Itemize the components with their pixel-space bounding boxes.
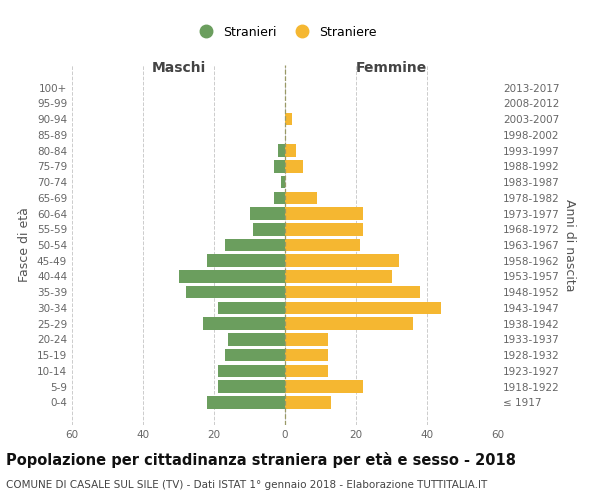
Bar [253,223,285,235]
Bar [285,364,328,377]
Bar [285,113,292,126]
Bar [285,192,317,204]
Bar [250,207,285,220]
Bar [203,318,285,330]
Bar [207,396,285,408]
Text: Femmine: Femmine [356,61,427,75]
Bar [224,349,285,362]
Bar [278,144,285,157]
Bar [218,302,285,314]
Bar [285,238,359,252]
Bar [274,160,285,172]
Bar [218,364,285,377]
Bar [285,380,363,393]
Bar [218,380,285,393]
Y-axis label: Fasce di età: Fasce di età [19,208,31,282]
Bar [281,176,285,188]
Bar [285,396,331,408]
Bar [285,207,363,220]
Legend: Stranieri, Straniere: Stranieri, Straniere [188,21,382,44]
Bar [285,160,303,172]
Bar [285,302,441,314]
Bar [285,286,420,298]
Text: COMUNE DI CASALE SUL SILE (TV) - Dati ISTAT 1° gennaio 2018 - Elaborazione TUTTI: COMUNE DI CASALE SUL SILE (TV) - Dati IS… [6,480,487,490]
Bar [179,270,285,283]
Bar [224,238,285,252]
Bar [285,144,296,157]
Y-axis label: Anni di nascita: Anni di nascita [563,198,576,291]
Bar [285,223,363,235]
Bar [285,270,392,283]
Text: Maschi: Maschi [151,61,206,75]
Bar [285,318,413,330]
Text: Popolazione per cittadinanza straniera per età e sesso - 2018: Popolazione per cittadinanza straniera p… [6,452,516,468]
Bar [285,349,328,362]
Bar [285,254,398,267]
Bar [228,333,285,345]
Bar [274,192,285,204]
Bar [185,286,285,298]
Bar [285,333,328,345]
Bar [207,254,285,267]
